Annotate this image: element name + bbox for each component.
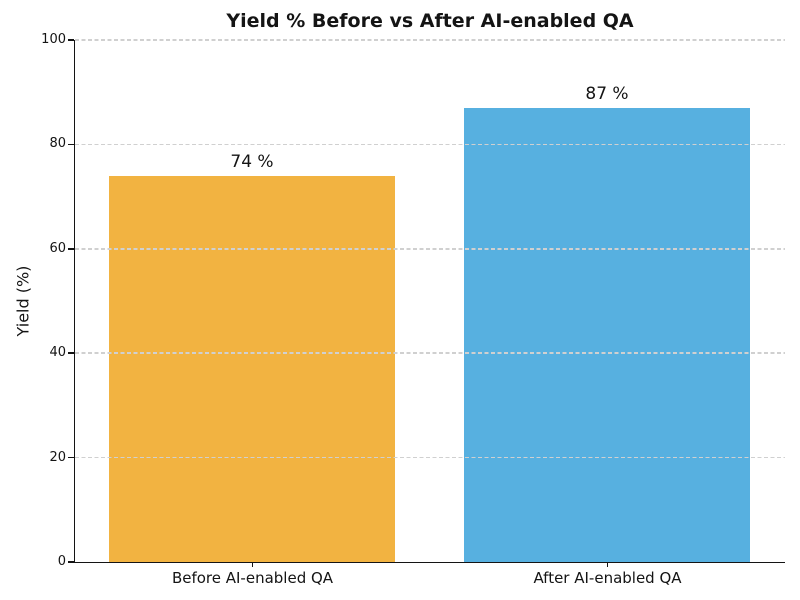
bar-value-label: 74 % xyxy=(230,151,274,172)
x-tick-label: After AI-enabled QA xyxy=(533,569,682,587)
bar-value-label: 87 % xyxy=(585,83,629,104)
x-tick-label: Before AI-enabled QA xyxy=(171,569,334,587)
gridline-y60 xyxy=(74,248,785,250)
x-tick-mark xyxy=(606,562,609,567)
gridline-y80 xyxy=(74,143,785,146)
x-tick-mark xyxy=(251,562,254,567)
y-tick-mark xyxy=(68,143,74,146)
plot-area: 74 % 87 % xyxy=(73,39,785,563)
gridline-y20 xyxy=(74,456,785,459)
chart-title: Yield % Before vs After AI-enabled QA xyxy=(226,10,634,32)
y-tick-label: 20 xyxy=(49,449,66,465)
y-tick-mark xyxy=(68,39,74,41)
y-axis-label: Yield (%) xyxy=(13,265,33,337)
gridline-y40 xyxy=(74,352,785,354)
bar-before xyxy=(109,175,395,562)
y-tick-label: 0 xyxy=(57,554,66,569)
y-tick-mark xyxy=(68,456,74,459)
y-tick-label: 40 xyxy=(49,345,66,361)
y-tick-label: 100 xyxy=(41,32,66,47)
y-tick-mark xyxy=(68,352,74,354)
bar-after xyxy=(464,107,750,562)
y-tick-mark xyxy=(68,561,74,563)
y-tick-label: 60 xyxy=(49,240,66,256)
gridline-y100 xyxy=(74,39,785,41)
y-tick-label: 80 xyxy=(49,136,66,152)
y-tick-mark xyxy=(68,248,74,250)
